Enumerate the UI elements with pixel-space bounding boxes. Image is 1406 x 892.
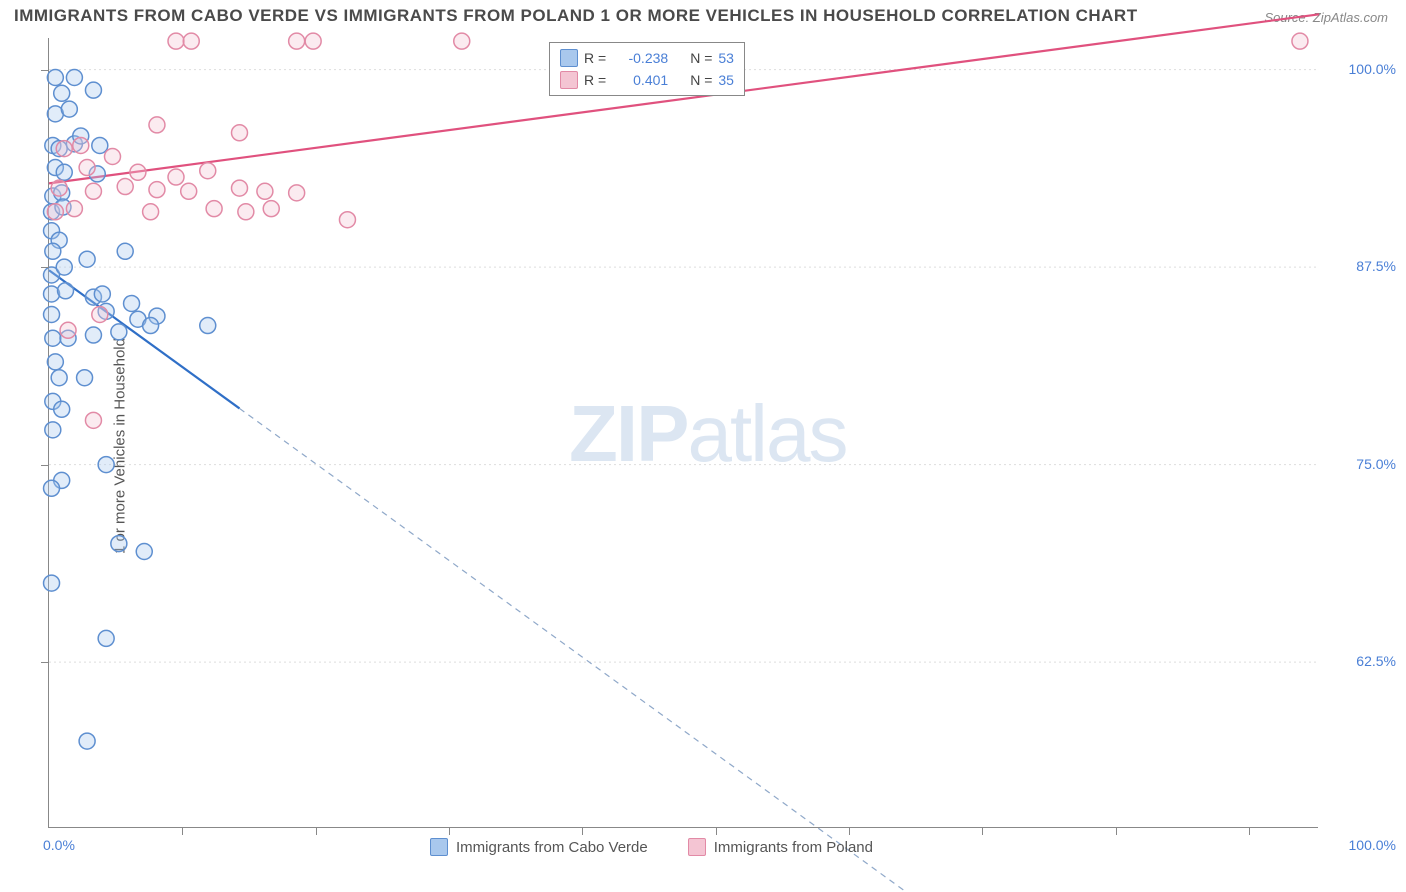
r-value: -0.238 bbox=[612, 47, 668, 69]
r-label: R = bbox=[584, 47, 606, 69]
y-tick-label: 75.0% bbox=[1356, 456, 1396, 472]
n-label: N = bbox=[690, 69, 712, 91]
x-axis-max-label: 100.0% bbox=[1349, 837, 1396, 853]
x-axis-min-label: 0.0% bbox=[43, 837, 75, 853]
legend-swatch bbox=[430, 838, 448, 856]
legend-row: R = 0.401 N = 35 bbox=[560, 69, 734, 91]
correlation-legend: R = -0.238 N = 53 R = 0.401 N = 35 bbox=[549, 42, 745, 96]
n-label: N = bbox=[690, 47, 712, 69]
legend-swatch bbox=[560, 71, 578, 89]
legend-bottom-label: Immigrants from Poland bbox=[714, 839, 873, 856]
y-tick-label: 87.5% bbox=[1356, 258, 1396, 274]
n-value: 35 bbox=[718, 69, 734, 91]
r-label: R = bbox=[584, 69, 606, 91]
y-tick-label: 100.0% bbox=[1349, 61, 1396, 77]
series-legend: Immigrants from Cabo Verde Immigrants fro… bbox=[430, 838, 873, 856]
n-value: 53 bbox=[718, 47, 734, 69]
r-value: 0.401 bbox=[612, 69, 668, 91]
legend-row: R = -0.238 N = 53 bbox=[560, 47, 734, 69]
scatter-plot: ZIPatlas R =-0.238N =53R =0.401N =35 0.0… bbox=[48, 38, 1318, 828]
legend-bottom-item: Immigrants from Cabo Verde bbox=[430, 838, 648, 856]
y-tick-label: 62.5% bbox=[1356, 653, 1396, 669]
plot-svg bbox=[49, 38, 1319, 828]
chart-title: IMMIGRANTS FROM CABO VERDE VS IMMIGRANTS… bbox=[14, 6, 1138, 26]
legend-swatch bbox=[560, 49, 578, 67]
legend-bottom-label: Immigrants from Cabo Verde bbox=[456, 839, 648, 856]
legend-swatch bbox=[688, 838, 706, 856]
legend-bottom-item: Immigrants from Poland bbox=[688, 838, 873, 856]
source-label: Source: ZipAtlas.com bbox=[1264, 10, 1388, 25]
